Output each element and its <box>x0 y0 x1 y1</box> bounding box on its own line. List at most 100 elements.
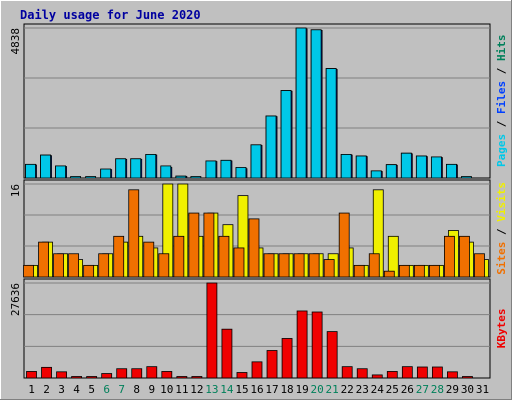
bar-pages-1 <box>25 163 36 179</box>
bar-pages-3 <box>55 165 66 179</box>
bar-kbytes-28 <box>431 366 443 379</box>
bar-kbytes-12 <box>191 376 203 379</box>
x-label-10: 10 <box>160 383 173 396</box>
x-label-27: 27 <box>416 383 429 396</box>
side-legend: Sites / Visits <box>495 182 508 275</box>
bar-pages-19 <box>295 27 307 179</box>
bar-pages-8 <box>130 158 142 179</box>
bar-kbytes-2 <box>41 366 52 379</box>
x-label-11: 11 <box>175 383 188 396</box>
bar-pages-14 <box>220 159 232 179</box>
bar-sites-5 <box>83 264 95 278</box>
x-label-24: 24 <box>371 383 385 396</box>
bar-sites-29 <box>444 235 455 278</box>
y-max-label: 16 <box>9 184 22 197</box>
x-label-17: 17 <box>265 383 278 396</box>
x-label-14: 14 <box>220 383 234 396</box>
x-label-15: 15 <box>235 383 248 396</box>
x-label-13: 13 <box>205 383 218 396</box>
bar-pages-24 <box>370 170 382 179</box>
bar-kbytes-3 <box>56 371 67 379</box>
bar-sites-1 <box>23 264 34 278</box>
bar-kbytes-1 <box>26 371 37 379</box>
bar-kbytes-9 <box>146 366 158 379</box>
bar-kbytes-7 <box>116 368 128 379</box>
bar-kbytes-16 <box>251 361 263 379</box>
bar-kbytes-21 <box>326 331 338 379</box>
bar-kbytes-17 <box>266 350 278 379</box>
bar-sites-16 <box>248 218 260 278</box>
x-label-6: 6 <box>103 383 110 396</box>
bar-kbytes-13 <box>206 282 218 379</box>
series-kbytes <box>26 282 473 379</box>
bar-pages-7 <box>115 158 127 179</box>
x-label-12: 12 <box>190 383 203 396</box>
side-legend: Pages / Files / Hits <box>495 35 508 168</box>
bar-pages-30 <box>461 176 472 179</box>
x-label-9: 9 <box>148 383 155 396</box>
x-label-18: 18 <box>280 383 293 396</box>
x-label-28: 28 <box>431 383 444 396</box>
bar-pages-28 <box>430 156 442 179</box>
bar-sites-30 <box>459 235 470 278</box>
bar-kbytes-23 <box>356 368 368 379</box>
x-label-16: 16 <box>250 383 263 396</box>
panel-2: 16 Sites / Visits <box>9 179 508 278</box>
bar-sites-28 <box>428 264 440 278</box>
bar-kbytes-22 <box>341 366 353 379</box>
bar-pages-26 <box>400 152 412 179</box>
bar-pages-21 <box>325 68 337 179</box>
side-legend: KBytes <box>495 309 508 349</box>
bar-kbytes-15 <box>236 372 248 379</box>
chart-panels: 4838 Pages / Files / Hits 16 Sites / Visits… <box>9 23 508 379</box>
bar-sites-31 <box>474 253 485 278</box>
x-label-7: 7 <box>118 383 125 396</box>
x-label-29: 29 <box>446 383 459 396</box>
bar-sites-15 <box>233 247 245 278</box>
bar-kbytes-24 <box>371 374 383 379</box>
legend-: / <box>495 222 508 242</box>
y-max-label: 4838 <box>9 28 22 55</box>
x-label-20: 20 <box>311 383 324 396</box>
series-sites <box>23 189 485 278</box>
bar-sites-24 <box>368 253 380 278</box>
bar-sites-6 <box>98 253 110 278</box>
bar-kbytes-19 <box>296 310 308 379</box>
bar-sites-26 <box>398 264 410 278</box>
x-label-25: 25 <box>386 383 399 396</box>
bar-pages-6 <box>100 168 112 179</box>
bar-pages-25 <box>385 164 397 179</box>
bar-sites-11 <box>173 235 185 278</box>
legend-files: Files <box>495 81 508 114</box>
legend-visits: Visits <box>495 182 508 222</box>
legend-: / <box>495 61 508 81</box>
bar-sites-2 <box>38 241 49 278</box>
bar-kbytes-18 <box>281 338 293 379</box>
bar-sites-12 <box>188 212 200 278</box>
bar-pages-4 <box>70 176 82 179</box>
x-label-21: 21 <box>326 383 339 396</box>
x-label-8: 8 <box>133 383 140 396</box>
x-label-2: 2 <box>43 383 50 396</box>
series-pages <box>25 27 472 179</box>
bar-sites-17 <box>263 253 275 278</box>
x-label-1: 1 <box>28 383 35 396</box>
bar-kbytes-11 <box>176 376 188 379</box>
bar-kbytes-29 <box>447 371 458 379</box>
bar-pages-23 <box>355 155 367 179</box>
bar-kbytes-20 <box>311 311 323 379</box>
bar-sites-8 <box>128 189 140 278</box>
bar-pages-16 <box>250 144 262 179</box>
bar-kbytes-30 <box>462 376 473 379</box>
bar-sites-4 <box>68 253 80 278</box>
y-max-label: 27636 <box>9 283 22 316</box>
bar-sites-14 <box>218 235 230 278</box>
bar-pages-11 <box>175 175 187 179</box>
bar-sites-20 <box>308 253 320 278</box>
legend-sites: Sites <box>495 242 508 275</box>
bar-kbytes-6 <box>101 373 113 379</box>
bar-kbytes-26 <box>401 366 413 379</box>
bar-kbytes-4 <box>71 376 83 379</box>
bar-sites-23 <box>353 264 365 278</box>
